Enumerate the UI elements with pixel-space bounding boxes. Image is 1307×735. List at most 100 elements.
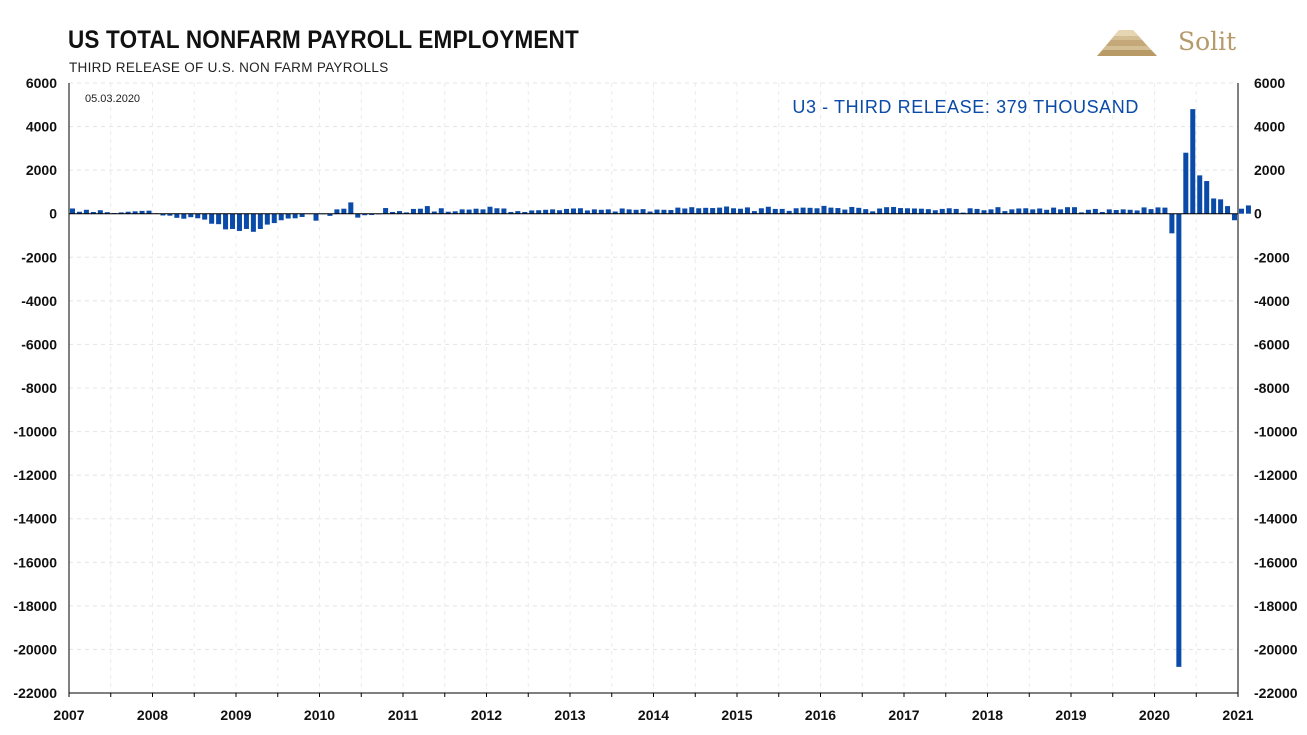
y-tick-label-right: -22000	[1254, 685, 1298, 701]
y-tick-label-right: -4000	[1254, 293, 1290, 309]
bar	[313, 213, 319, 221]
bar	[870, 211, 876, 214]
bar	[1092, 208, 1098, 214]
bar	[584, 210, 590, 214]
bar	[1134, 210, 1140, 214]
bar	[974, 208, 980, 214]
x-tick-label: 2020	[1139, 707, 1170, 723]
y-tick-label-left: -14000	[13, 511, 57, 527]
bar	[1099, 211, 1105, 214]
bar	[1238, 208, 1244, 214]
bar	[814, 208, 820, 214]
bar	[501, 208, 507, 214]
x-tick-label: 2011	[388, 707, 419, 723]
bar	[515, 211, 521, 214]
bar	[564, 208, 570, 214]
y-tick-label-right: -6000	[1254, 336, 1290, 352]
bar	[97, 210, 103, 214]
bar	[452, 211, 458, 214]
bar	[522, 211, 528, 214]
y-tick-label-right: -8000	[1254, 380, 1290, 396]
bar	[960, 212, 966, 214]
x-tick-label: 2016	[805, 707, 836, 723]
x-tick-label: 2008	[137, 707, 168, 723]
bar	[988, 209, 994, 214]
bar	[898, 208, 904, 214]
bar	[932, 210, 938, 214]
y-tick-label-left: 6000	[26, 75, 57, 91]
bar	[891, 206, 897, 214]
x-tick-label: 2017	[888, 707, 919, 723]
left-y-tick-labels: 6000 4000 2000 0 -2000 -4000 -6000 -8000 -10000 -…	[13, 75, 57, 701]
y-tick-label-left: -12000	[13, 467, 57, 483]
bar	[877, 208, 883, 214]
y-tick-label-right: 6000	[1254, 75, 1285, 91]
bar	[1120, 209, 1126, 214]
bar	[1176, 213, 1182, 667]
bar	[661, 209, 667, 214]
bar	[1155, 207, 1161, 214]
bar	[772, 208, 778, 214]
y-tick-label-left: 2000	[26, 162, 57, 178]
bar	[682, 208, 688, 214]
bar	[731, 208, 737, 214]
bar	[390, 211, 396, 214]
y-tick-label-left: -20000	[13, 641, 57, 657]
bar	[612, 211, 618, 214]
bar	[1197, 175, 1203, 214]
bar	[619, 208, 625, 214]
bar	[223, 213, 229, 230]
y-tick-label-left: 4000	[26, 119, 57, 135]
bar	[1051, 207, 1057, 214]
bar	[668, 210, 674, 214]
y-tick-label-left: -18000	[13, 598, 57, 614]
bar	[1106, 209, 1112, 214]
bar	[1162, 207, 1168, 214]
bar	[139, 210, 145, 214]
y-tick-label-right: -18000	[1254, 598, 1298, 614]
bar	[828, 207, 834, 214]
bar	[69, 208, 75, 214]
bar	[1002, 211, 1008, 214]
bar	[1071, 207, 1077, 214]
bar	[1169, 213, 1175, 234]
bar	[424, 206, 430, 214]
bar	[647, 211, 653, 214]
bar	[995, 207, 1001, 214]
bar	[473, 208, 479, 214]
y-tick-label-right: 0	[1254, 206, 1262, 222]
solit-logo-icon	[1097, 30, 1157, 56]
y-tick-label-right: 4000	[1254, 119, 1285, 135]
bar	[939, 208, 945, 214]
y-tick-label-right: -10000	[1254, 424, 1298, 440]
y-tick-label-left: -16000	[13, 554, 57, 570]
bar	[1078, 212, 1084, 214]
bar	[703, 207, 709, 214]
bar	[904, 208, 910, 214]
bar	[758, 208, 764, 214]
bar	[369, 213, 375, 216]
bar	[230, 213, 236, 229]
x-tick-label: 2009	[220, 707, 251, 723]
bar	[299, 213, 305, 217]
bar	[953, 208, 959, 214]
y-tick-label-left: -2000	[21, 249, 57, 265]
bar	[1044, 209, 1050, 214]
bar	[417, 208, 423, 214]
y-tick-label-left: -8000	[21, 380, 57, 396]
bar	[946, 208, 952, 214]
bar	[445, 211, 451, 214]
y-tick-label-right: 2000	[1254, 162, 1285, 178]
x-tick-label: 2021	[1222, 707, 1253, 723]
bar	[1232, 213, 1238, 221]
logo-text: Solit	[1178, 27, 1237, 56]
bar	[737, 208, 743, 214]
bar	[765, 206, 771, 214]
bar	[1204, 181, 1210, 214]
bar	[236, 213, 242, 231]
bar	[1127, 209, 1133, 214]
bar	[202, 213, 208, 220]
y-tick-label-left: -22000	[13, 685, 57, 701]
y-tick-label-left: -6000	[21, 336, 57, 352]
bar	[717, 207, 723, 214]
